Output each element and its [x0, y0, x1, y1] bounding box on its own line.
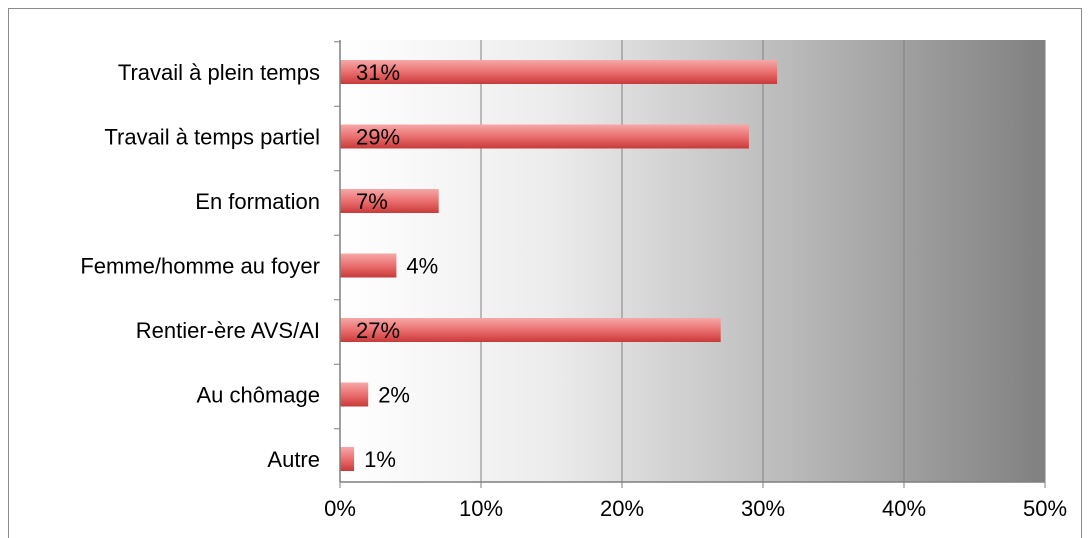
data-label: 2% — [378, 383, 410, 408]
bar — [340, 124, 749, 149]
x-tick-label: 40% — [882, 496, 926, 521]
labels: 0% 10% 20% 30% 40% 50% Travail à plein temps 31… — [80, 60, 1067, 521]
category-label: Au chômage — [196, 383, 320, 408]
x-tick-label: 20% — [600, 496, 644, 521]
category-label: Travail à plein temps — [118, 60, 320, 85]
data-label: 1% — [364, 447, 396, 472]
gridlines — [480, 40, 1046, 482]
data-label: 7% — [356, 189, 388, 214]
x-tick-label: 50% — [1023, 496, 1067, 521]
bar — [340, 447, 355, 471]
category-label: En formation — [195, 189, 320, 214]
bar — [340, 318, 721, 342]
x-tick-label: 10% — [459, 496, 503, 521]
x-tick-label: 30% — [741, 496, 785, 521]
x-tick-label: 0% — [324, 496, 356, 521]
category-label: Autre — [267, 447, 320, 472]
category-label: Travail à temps partiel — [104, 125, 320, 150]
category-label: Femme/homme au foyer — [80, 254, 320, 279]
axes — [334, 40, 1046, 488]
data-label: 4% — [406, 254, 438, 279]
bars — [340, 60, 778, 471]
data-label: 29% — [356, 125, 400, 150]
bar — [340, 253, 397, 278]
plot-area — [340, 40, 1045, 482]
category-label: Rentier-ère AVS/AI — [136, 318, 320, 343]
bar — [340, 382, 369, 407]
data-label: 31% — [356, 60, 400, 85]
data-label: 27% — [356, 318, 400, 343]
bar — [340, 189, 439, 213]
bar — [340, 60, 778, 84]
